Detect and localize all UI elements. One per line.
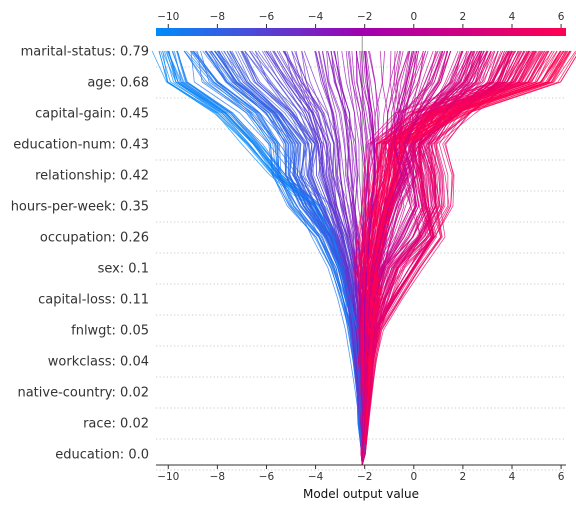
bottom-tick-label: −10 <box>157 471 179 483</box>
colorbar-gradient <box>156 28 566 36</box>
bottom-tick-label: 6 <box>558 471 565 483</box>
feature-label: education-num: 0.43 <box>13 138 149 153</box>
bottom-tick-label: −6 <box>259 471 275 483</box>
bottom-tick-label: −2 <box>357 471 372 483</box>
decision-path <box>361 50 452 465</box>
decision-paths <box>151 50 576 466</box>
bottom-tick-label: 0 <box>410 471 417 483</box>
decision-path <box>204 50 363 465</box>
feature-label: hours-per-week: 0.35 <box>11 200 149 215</box>
top-tick-label: 2 <box>460 11 467 23</box>
decision-path <box>183 50 363 466</box>
feature-label: sex: 0.1 <box>98 262 149 277</box>
feature-label: fnlwgt: 0.05 <box>71 324 149 339</box>
feature-label: education: 0.0 <box>55 448 149 463</box>
feature-label: capital-gain: 0.45 <box>35 107 149 122</box>
colorbar <box>156 28 566 36</box>
feature-labels: marital-status: 0.79 age: 0.68 capital-gai… <box>11 45 149 463</box>
x-axes: −10 −10 −8 −8 −6 −6 −4 −4 −2 −2 0 0 2 2 4 4 6 6 <box>156 11 566 483</box>
decision-path <box>315 50 363 465</box>
top-tick-label: −8 <box>210 11 225 23</box>
feature-label: workclass: 0.04 <box>48 355 149 370</box>
decision-path <box>359 50 545 466</box>
feature-label: marital-status: 0.79 <box>21 45 149 60</box>
top-tick-label: −2 <box>357 11 372 23</box>
top-tick-label: −6 <box>259 11 275 23</box>
decision-path <box>284 50 363 466</box>
decision-path <box>361 50 464 465</box>
feature-label: capital-loss: 0.11 <box>38 293 149 308</box>
bottom-tick-label: −8 <box>210 471 225 483</box>
bottom-tick-label: 4 <box>509 471 516 483</box>
bottom-tick-label: 2 <box>460 471 467 483</box>
top-tick-label: −4 <box>308 11 324 23</box>
bottom-tick-label: −4 <box>308 471 324 483</box>
top-tick-label: 0 <box>410 11 417 23</box>
decision-path <box>266 50 363 465</box>
x-axis-title: Model output value <box>303 487 419 501</box>
feature-label: occupation: 0.26 <box>40 231 149 246</box>
decision-path <box>361 50 513 466</box>
decision-path <box>301 50 363 466</box>
feature-label: native-country: 0.02 <box>17 386 149 401</box>
decision-path <box>361 50 530 466</box>
top-tick-label: 4 <box>509 11 516 23</box>
top-tick-label: −10 <box>157 11 179 23</box>
decision-path <box>361 50 488 465</box>
decision-path <box>191 50 364 466</box>
feature-label: race: 0.02 <box>83 417 149 432</box>
feature-label: relationship: 0.42 <box>35 169 149 184</box>
feature-label: age: 0.68 <box>87 76 149 91</box>
decision-path <box>361 50 564 466</box>
top-tick-label: 6 <box>558 11 565 23</box>
